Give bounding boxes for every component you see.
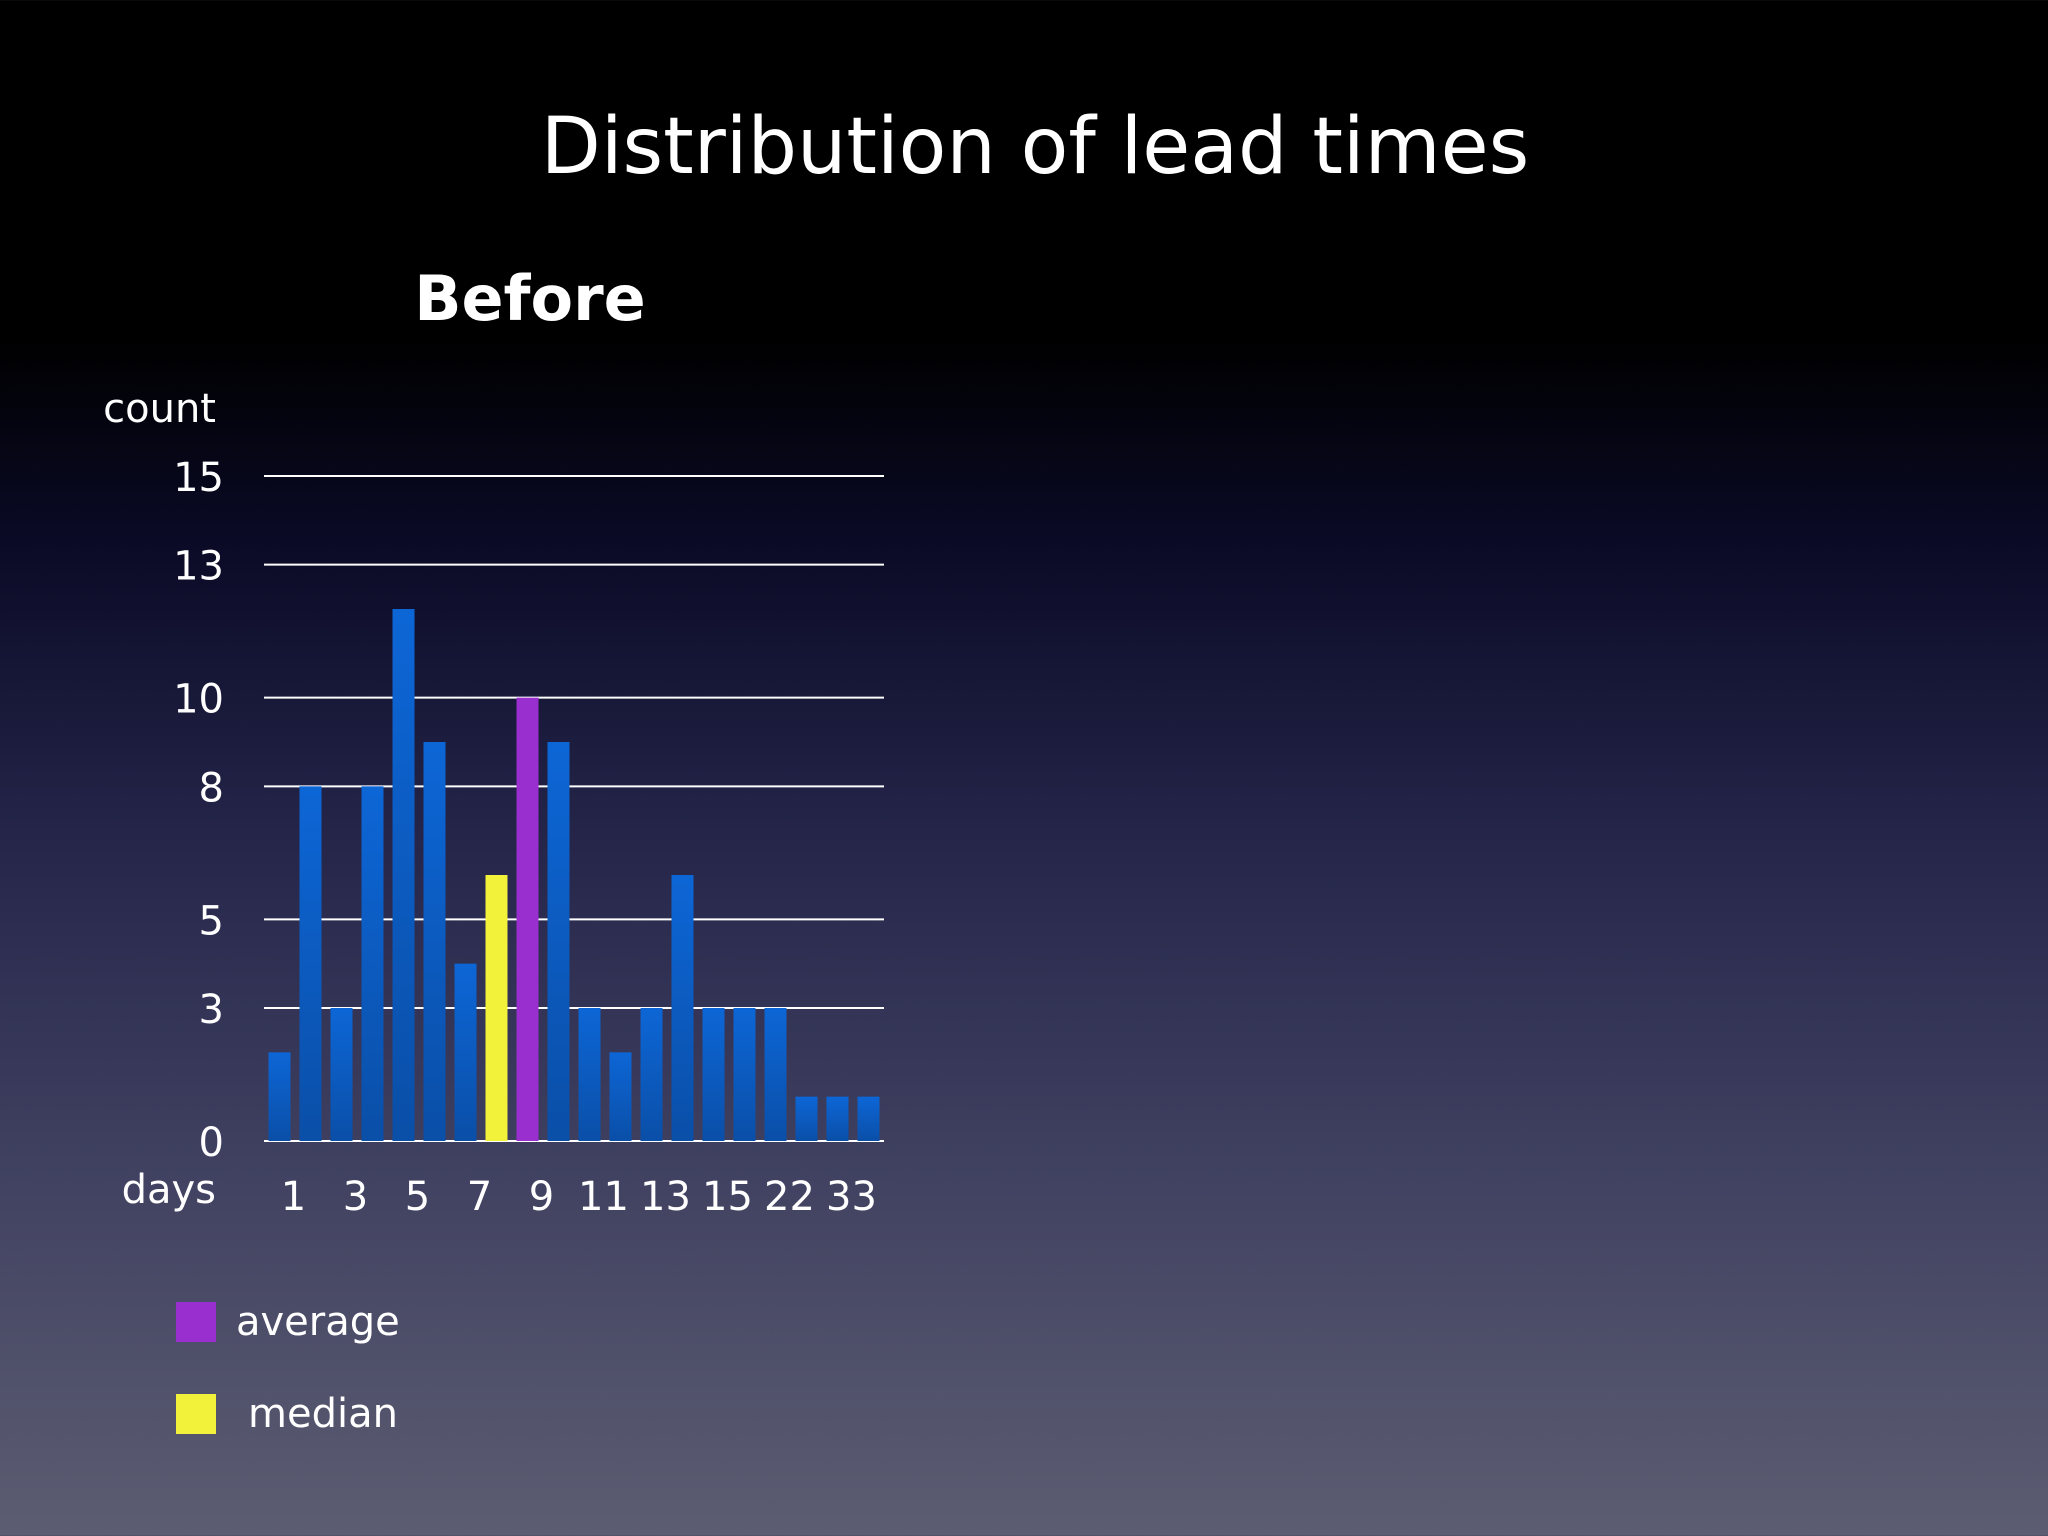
- y-tick-label: 15: [173, 455, 224, 501]
- legend-item-average: average: [176, 1299, 400, 1345]
- bar: [361, 786, 384, 1141]
- x-tick-label: 13: [640, 1174, 691, 1220]
- x-tick-label: 33: [826, 1174, 877, 1220]
- legend-label-average: average: [236, 1299, 400, 1345]
- y-tick-label: 13: [173, 544, 224, 590]
- y-tick-label: 10: [173, 677, 224, 723]
- x-tick-label: 7: [467, 1174, 492, 1220]
- bar-average: [516, 697, 539, 1141]
- y-tick-label: 3: [199, 987, 224, 1033]
- bar: [547, 742, 570, 1141]
- x-tick-label: 22: [764, 1174, 815, 1220]
- bar: [609, 1052, 632, 1141]
- y-axis-label: count: [103, 386, 216, 432]
- bar: [640, 1008, 663, 1141]
- y-tick-label: 5: [199, 898, 224, 944]
- legend-item-median: median: [176, 1391, 400, 1437]
- y-tick-label: 8: [199, 765, 224, 811]
- legend: average median: [176, 1299, 400, 1484]
- bar: [578, 1008, 601, 1141]
- x-tick-label: 5: [405, 1174, 430, 1220]
- bar-median: [485, 875, 508, 1141]
- bar: [330, 1008, 353, 1141]
- bar: [764, 1008, 787, 1141]
- bar: [454, 963, 477, 1141]
- x-axis-label: days: [122, 1167, 216, 1213]
- bar: [392, 609, 415, 1141]
- bar: [268, 1052, 291, 1141]
- bar: [702, 1008, 725, 1141]
- bar: [826, 1096, 849, 1141]
- x-tick-label: 9: [529, 1174, 554, 1220]
- legend-swatch-median: [176, 1394, 216, 1434]
- x-tick-label: 3: [343, 1174, 368, 1220]
- legend-swatch-average: [176, 1302, 216, 1342]
- bar: [299, 786, 322, 1141]
- chart-subtitle: Before: [414, 262, 646, 335]
- slide-title: Distribution of lead times: [540, 102, 1530, 192]
- bar: [795, 1096, 818, 1141]
- y-tick-label: 0: [199, 1120, 224, 1166]
- x-tick-label: 11: [578, 1174, 629, 1220]
- x-tick-label: 1: [281, 1174, 306, 1220]
- bar: [733, 1008, 756, 1141]
- bar: [857, 1096, 880, 1141]
- legend-label-median: median: [248, 1391, 398, 1437]
- bar: [671, 875, 694, 1141]
- x-tick-label: 15: [702, 1174, 753, 1220]
- bar: [423, 742, 446, 1141]
